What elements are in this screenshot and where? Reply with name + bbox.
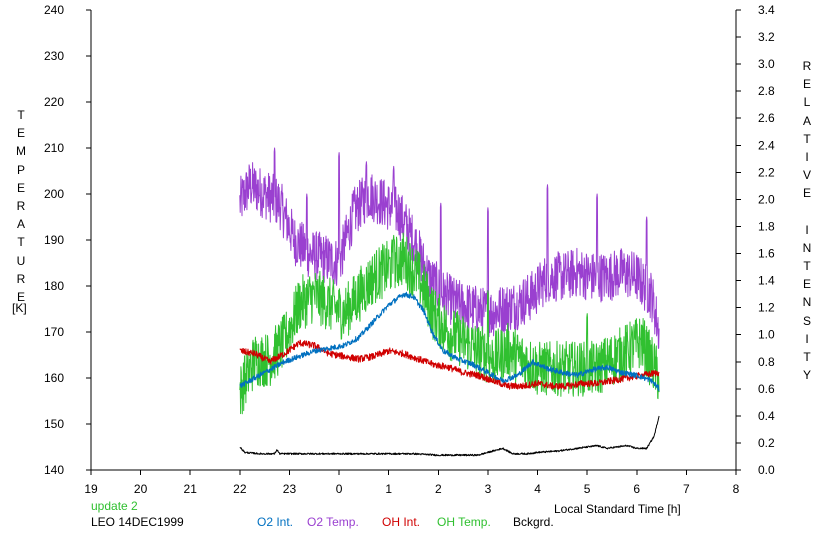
right-tick-label: 0.2 [758,436,775,450]
right-tick-label: 2.4 [758,138,775,152]
right-tick-label: 1.8 [758,219,775,233]
axis-label-char: R [802,59,812,73]
right-tick-label: 0.6 [758,382,775,396]
axis-label-char: E [802,277,811,292]
axis-label-char: V [802,168,811,183]
legend-entry: O2 Int. [257,515,293,529]
axis-label-char: P [16,162,25,177]
axis-label-char: U [16,253,26,268]
axis-label-char: L [803,95,811,110]
right-tick-label: 2.6 [758,111,775,125]
axis-label-char: R [16,271,26,286]
legend-entry: OH Int. [382,515,420,529]
right-tick-label: 3.0 [758,57,775,71]
x-tick-label: 7 [683,482,690,496]
axis-label-char: T [17,108,25,122]
left-tick-label: 230 [44,49,64,63]
axis-label-char: T [17,235,25,250]
axis-label-char: I [805,222,809,237]
right-tick-label: 2.8 [758,84,775,98]
x-tick-label: 3 [485,482,492,496]
x-tick-label: 23 [283,482,297,496]
left-tick-label: 200 [44,187,64,201]
x-tick-label: 2 [435,482,442,496]
x-tick-label: 22 [233,482,247,496]
axis-label-char: E [16,180,25,195]
x-tick-label: 6 [633,482,640,496]
right-tick-label: 3.2 [758,30,775,44]
right-tick-label: 1.0 [758,328,775,342]
legend-entry: Bckgrd. [513,515,554,529]
left-tick-label: 150 [44,417,64,431]
axis-label-char: E [802,186,811,201]
x-axis-label: Local Standard Time [h] [554,502,681,516]
left-tick-label: 160 [44,371,64,385]
right-tick-label: 2.2 [758,165,775,179]
right-tick-label: 0.0 [758,463,775,477]
right-tick-label: 0.4 [758,409,775,423]
axis-label-char: T [803,131,811,146]
x-tick-label: 4 [534,482,541,496]
axis-label-char: I [805,331,809,346]
x-tick-label: 5 [584,482,591,496]
legend-entry: O2 Temp. [307,515,359,529]
series-line [239,232,660,415]
axis-label-char: A [16,217,25,232]
axis-label-char: M [16,144,26,159]
left-tick-label: 240 [44,3,64,17]
legend-entry: OH Temp. [437,515,491,529]
x-tick-label: 8 [733,482,740,496]
axis-label-char: T [803,350,811,364]
left-tick-label: 140 [44,463,64,477]
left-tick-label: 210 [44,141,64,155]
axis-label-char: N [802,295,812,310]
axis-label-char [799,204,815,222]
x-tick-label: 21 [184,482,198,496]
left-tick-label: 170 [44,325,64,339]
series-line [239,291,660,392]
right-tick-label: 1.4 [758,274,775,288]
station-label: LEO 14DEC1999 [91,515,184,529]
axis-label-char: E [16,289,25,304]
x-tick-label: 1 [385,482,392,496]
axis-label-char: E [16,126,25,141]
axis-label-char: E [802,77,811,92]
left-tick-label: 220 [44,95,64,109]
x-tick-label: 20 [134,482,148,496]
right-tick-label: 0.8 [758,355,775,369]
right-tick-label: 3.4 [758,3,775,17]
series-line [239,147,660,349]
axis-label-char: R [16,198,26,213]
series-line [239,415,660,457]
left-tick-label: 190 [44,233,64,247]
left-axis-unit: [K] [12,301,27,315]
right-tick-label: 1.2 [758,301,775,315]
x-tick-label: 19 [84,482,98,496]
series-line [239,339,660,390]
x-tick-label: 0 [336,482,343,496]
axis-label-char: S [802,313,811,328]
axis-label-char: N [802,240,812,255]
axis-label-char: I [805,149,809,164]
update-note: update 2 [91,499,138,513]
axis-label-char: Y [802,368,811,383]
axis-label-char: A [802,113,811,128]
left-tick-label: 180 [44,279,64,293]
right-tick-label: 2.0 [758,192,775,206]
axis-label-char: T [803,259,811,274]
right-tick-label: 1.6 [758,247,775,261]
